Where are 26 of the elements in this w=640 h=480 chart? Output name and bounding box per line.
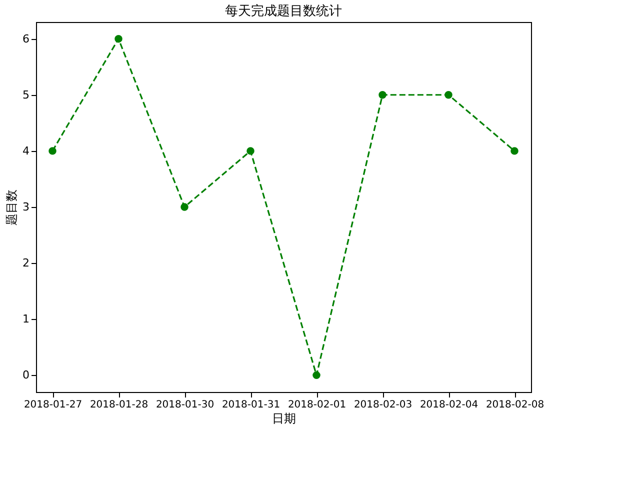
x-tick-label: 2018-01-28 [90, 400, 148, 410]
x-tick-label: 2018-01-27 [24, 400, 82, 410]
x-axis-title: 日期 [272, 412, 296, 426]
point [48, 147, 56, 155]
point [444, 91, 452, 99]
y-axis-title: 题目数 [4, 190, 18, 226]
point [246, 147, 254, 155]
x-tick-label: 2018-01-30 [156, 400, 214, 410]
y-tick-label: 5 [22, 88, 30, 102]
point [378, 91, 386, 99]
y-tick-label: 2 [22, 256, 30, 270]
point [312, 371, 320, 380]
point [510, 147, 518, 155]
y-tick-label: 6 [22, 32, 30, 46]
x-tick-label: 2018-02-01 [288, 400, 346, 410]
x-tick-label: 2018-01-31 [222, 400, 280, 410]
x-tick-label: 2018-02-03 [354, 400, 412, 410]
point [180, 203, 188, 211]
y-tick-label: 0 [22, 368, 30, 382]
x-tick-label: 2018-02-08 [486, 400, 544, 410]
y-tick-label: 3 [22, 200, 30, 214]
y-tick-label: 1 [22, 312, 30, 326]
chart-title: 每天完成题目数统计 [225, 3, 342, 19]
point [114, 34, 122, 43]
y-tick-label: 4 [22, 144, 30, 158]
x-tick-label: 2018-02-04 [420, 400, 478, 410]
